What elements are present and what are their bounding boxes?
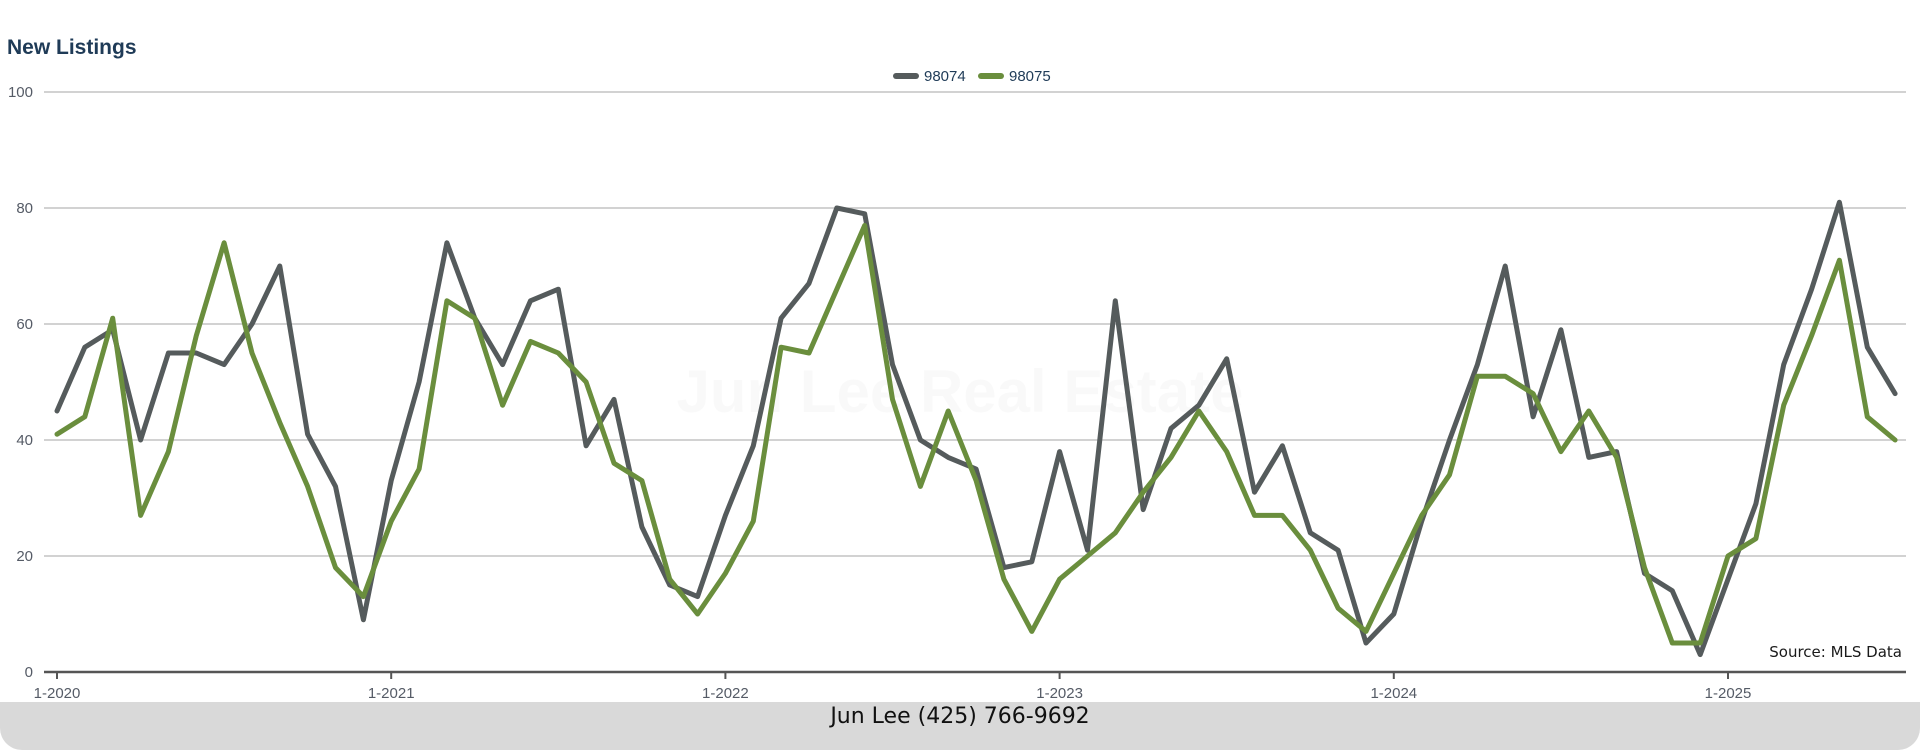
legend-label-98074: 98074 xyxy=(924,68,966,85)
y-tick-label-80: 80 xyxy=(16,200,33,217)
x-axis: 1-2020 1-2021 1-2022 1-2023 1-2024 1-2025 xyxy=(34,670,1906,702)
y-tick-label-40: 40 xyxy=(16,432,33,449)
chart-title: New Listings xyxy=(7,36,137,59)
y-tick-label-20: 20 xyxy=(16,548,33,565)
x-tick-label-1-2021: 1-2021 xyxy=(368,685,415,702)
series-line-98074 xyxy=(54,199,1898,658)
y-axis: 0 20 40 60 80 100 xyxy=(8,84,33,681)
legend: 98074 98075 xyxy=(893,68,1051,85)
series-line-98075 xyxy=(54,222,1898,646)
source-note: Source: MLS Data xyxy=(1769,643,1902,661)
x-tick-label-1-2025: 1-2025 xyxy=(1705,685,1752,702)
footer-contact: Jun Lee (425) 766-9692 xyxy=(830,704,1090,729)
grid-lines xyxy=(44,91,1906,557)
y-tick-label-0: 0 xyxy=(25,664,33,681)
y-tick-label-60: 60 xyxy=(16,316,33,333)
footer-bar xyxy=(0,702,1920,750)
x-tick-label-1-2022: 1-2022 xyxy=(702,685,749,702)
series-group xyxy=(54,199,1898,658)
x-tick-label-1-2023: 1-2023 xyxy=(1036,685,1083,702)
y-tick-label-100: 100 xyxy=(8,84,33,101)
legend-label-98075: 98075 xyxy=(1009,68,1051,85)
x-tick-label-1-2024: 1-2024 xyxy=(1370,685,1417,702)
x-tick-label-1-2020: 1-2020 xyxy=(34,685,81,702)
